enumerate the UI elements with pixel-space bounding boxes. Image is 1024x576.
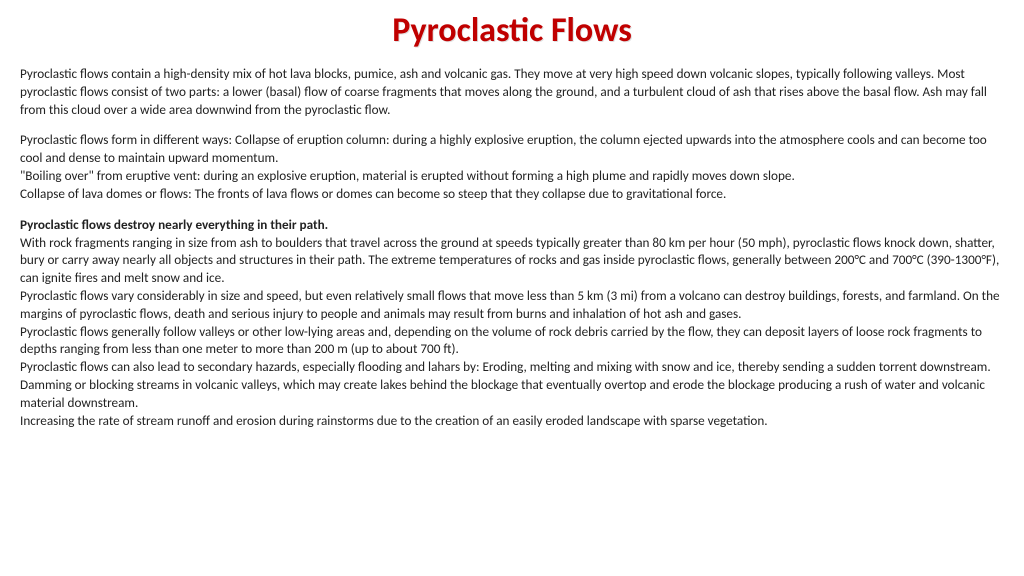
formation-line-2: "Boiling over" from eruptive vent: durin… <box>20 167 1004 185</box>
destruction-line-6: Increasing the rate of stream runoff and… <box>20 412 1004 430</box>
destruction-line-2: Pyroclastic flows vary considerably in s… <box>20 287 1004 323</box>
destruction-heading: Pyroclastic flows destroy nearly everyth… <box>20 216 1004 234</box>
formation-line-1: Pyroclastic flows form in different ways… <box>20 131 1004 167</box>
page-title: Pyroclastic Flows <box>20 10 1004 51</box>
destruction-line-3: Pyroclastic flows generally follow valle… <box>20 323 1004 359</box>
formation-line-3: Collapse of lava domes or flows: The fro… <box>20 185 1004 203</box>
destruction-line-1: With rock fragments ranging in size from… <box>20 234 1004 287</box>
destruction-line-4: Pyroclastic flows can also lead to secon… <box>20 358 1004 376</box>
body-text: Pyroclastic flows contain a high-density… <box>20 65 1004 429</box>
destruction-line-5: Damming or blocking streams in volcanic … <box>20 376 1004 412</box>
paragraph-intro: Pyroclastic flows contain a high-density… <box>20 65 1004 118</box>
paragraph-destruction: Pyroclastic flows destroy nearly everyth… <box>20 216 1004 430</box>
slide-page: Pyroclastic Flows Pyroclastic flows cont… <box>0 0 1024 449</box>
paragraph-formation: Pyroclastic flows form in different ways… <box>20 131 1004 202</box>
